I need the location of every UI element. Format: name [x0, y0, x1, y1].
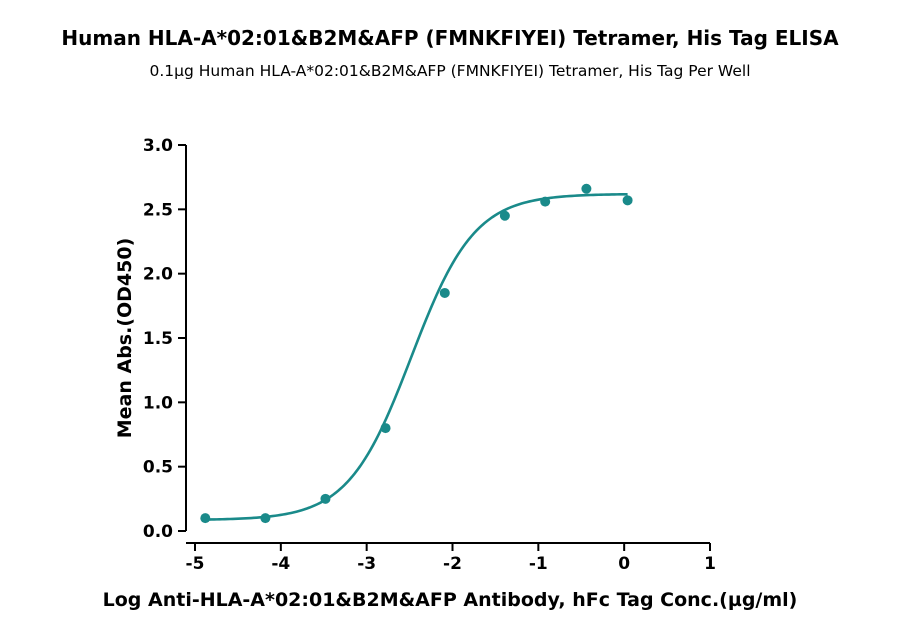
- x-tick-label: -5: [186, 554, 205, 574]
- chart-subtitle: 0.1µg Human HLA-A*02:01&B2M&AFP (FMNKFIY…: [149, 62, 751, 80]
- x-tick-label: -1: [529, 554, 548, 574]
- y-tick-label: 0.0: [143, 522, 173, 542]
- y-tick-label: 1.0: [143, 393, 173, 413]
- x-axis-title: Log Anti-HLA-A*02:01&B2M&AFP Antibody, h…: [103, 589, 798, 611]
- y-tick-label: 3.0: [143, 136, 173, 156]
- x-tick-label: 0: [618, 554, 630, 574]
- data-point: [200, 513, 211, 524]
- y-tick-label: 2.5: [143, 200, 173, 220]
- y-tick-label: 1.5: [143, 329, 173, 349]
- data-point: [499, 210, 510, 221]
- fit-curve: [203, 192, 628, 521]
- data-point: [260, 513, 271, 524]
- x-ticks: -5 -4 -3 -2 -1 0 1: [186, 543, 716, 574]
- y-tick-label: 2.0: [143, 265, 173, 285]
- x-tick-label: -2: [443, 554, 462, 574]
- axes: [185, 145, 710, 544]
- data-point: [380, 423, 391, 434]
- x-tick-label: -3: [357, 554, 376, 574]
- x-tick-label: -4: [271, 554, 290, 574]
- y-tick-label: 0.5: [143, 458, 173, 478]
- data-point: [320, 493, 331, 504]
- chart-title: Human HLA-A*02:01&B2M&AFP (FMNKFIYEI) Te…: [61, 26, 839, 50]
- data-points: [200, 183, 633, 524]
- y-axis-title: Mean Abs.(OD450): [114, 238, 136, 439]
- data-point: [622, 195, 633, 206]
- data-point: [581, 183, 592, 194]
- data-point: [439, 287, 450, 298]
- x-tick-label: 1: [704, 554, 716, 574]
- data-point: [540, 196, 551, 207]
- y-ticks: 0.0 0.5 1.0 1.5 2.0 2.5 3.0: [143, 136, 186, 542]
